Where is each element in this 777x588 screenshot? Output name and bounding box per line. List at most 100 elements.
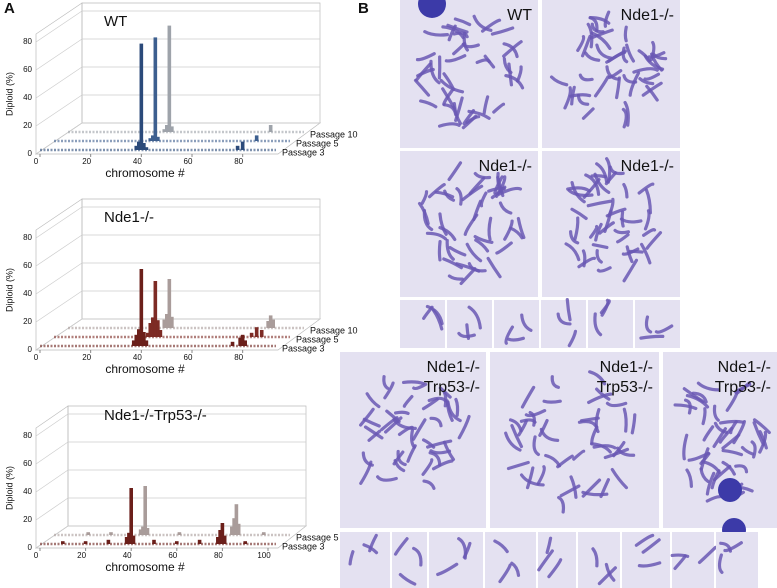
chromosome: [581, 34, 592, 58]
chromosome: [644, 315, 653, 334]
chromosome: [733, 383, 752, 394]
grid-line: [35, 262, 83, 295]
bar: [86, 532, 90, 535]
x-tick-label: 80: [234, 353, 243, 362]
micrograph: [494, 300, 539, 348]
chromosome: [752, 421, 766, 446]
y-tick-label: 0: [28, 345, 33, 354]
chart-title: WT: [104, 13, 127, 30]
chromosome: [422, 479, 436, 490]
chromosome: [549, 75, 569, 87]
chromosome: [643, 72, 661, 81]
micrograph: [541, 298, 586, 348]
chromosome: [598, 221, 615, 235]
chromosome: [441, 25, 465, 40]
chromosome: [696, 381, 721, 392]
chromosome: [621, 107, 628, 129]
chromosome: [712, 404, 720, 422]
chromosome: [368, 533, 378, 553]
bar: [139, 43, 144, 150]
chromosome: [713, 421, 729, 434]
chromosome: [593, 172, 611, 195]
chromosome: [454, 397, 460, 417]
bar: [145, 528, 150, 535]
chromosome: [590, 31, 612, 50]
micrograph-label: Trp53-/-: [715, 379, 771, 396]
chromosome: [452, 101, 463, 125]
chromosome: [640, 242, 652, 265]
micrograph-label: Nde1-/-: [718, 359, 771, 376]
micrograph: Nde1-/-: [542, 151, 680, 297]
chromosome: [587, 392, 613, 405]
chromosome: [467, 262, 487, 273]
chromosome: [628, 71, 641, 97]
chromosome: [642, 228, 657, 237]
micrograph: [670, 532, 718, 588]
chromosome: [605, 207, 627, 218]
chromosome: [445, 399, 454, 422]
chromosome: [597, 566, 617, 586]
y-tick-label: 60: [23, 459, 32, 468]
chromosome: [641, 81, 663, 97]
chromosome: [622, 407, 628, 433]
x-axis-label: chromosome #: [105, 362, 185, 376]
chromosome: [591, 243, 609, 250]
chromosome: [592, 444, 617, 450]
chromosome: [447, 274, 464, 281]
chromosome: [691, 391, 708, 404]
chromosome: [576, 93, 590, 106]
micrograph: [392, 532, 427, 588]
y-tick-label: 60: [23, 261, 32, 270]
chromosome: [507, 62, 514, 87]
micrograph: Nde1-/-: [542, 0, 680, 148]
chromosome: [758, 430, 768, 450]
chromosome: [734, 464, 749, 474]
back-wall: [67, 405, 307, 527]
bar: [127, 532, 131, 544]
bar: [261, 532, 266, 535]
chromosome: [472, 199, 483, 222]
chromosome: [718, 419, 745, 425]
chromosome: [497, 186, 523, 196]
chromosome: [431, 308, 444, 331]
chromosome: [492, 102, 506, 114]
chromosome: [630, 413, 637, 435]
bar: [170, 126, 174, 132]
bar: [268, 125, 273, 132]
bar: [124, 537, 129, 544]
chromosome: [532, 435, 541, 457]
y-tick-label: 40: [23, 289, 32, 298]
bar: [170, 316, 174, 328]
bar: [142, 332, 146, 346]
panel-a-label: A: [4, 0, 15, 17]
chromosome: [462, 31, 469, 52]
chart-title: Nde1-/-: [104, 209, 154, 226]
chromosome: [421, 458, 434, 476]
bar: [197, 539, 202, 544]
chromosome: [740, 445, 755, 456]
chromosome: [685, 468, 693, 488]
chromosome: [701, 407, 707, 426]
chromosome: [437, 122, 461, 128]
chromosome: [504, 431, 522, 452]
chromosome: [616, 233, 630, 244]
chromosome: [699, 447, 710, 471]
micrograph-bg: [672, 532, 714, 588]
grid-line: [35, 94, 83, 127]
chromosome: [361, 451, 374, 467]
chromosome: [438, 212, 448, 236]
bar: [138, 529, 143, 535]
chromosome: [496, 171, 503, 194]
chromosome: [536, 465, 546, 486]
chromosome: [414, 62, 432, 82]
chromosome: [643, 54, 665, 71]
bar: [153, 37, 158, 141]
bar: [137, 141, 141, 150]
chromosome: [595, 162, 609, 184]
bar: [243, 340, 247, 346]
micrograph: [537, 532, 576, 588]
chromosome: [644, 188, 652, 215]
chromosome: [419, 99, 438, 109]
grid-line: [35, 38, 83, 71]
bar: [144, 340, 149, 346]
